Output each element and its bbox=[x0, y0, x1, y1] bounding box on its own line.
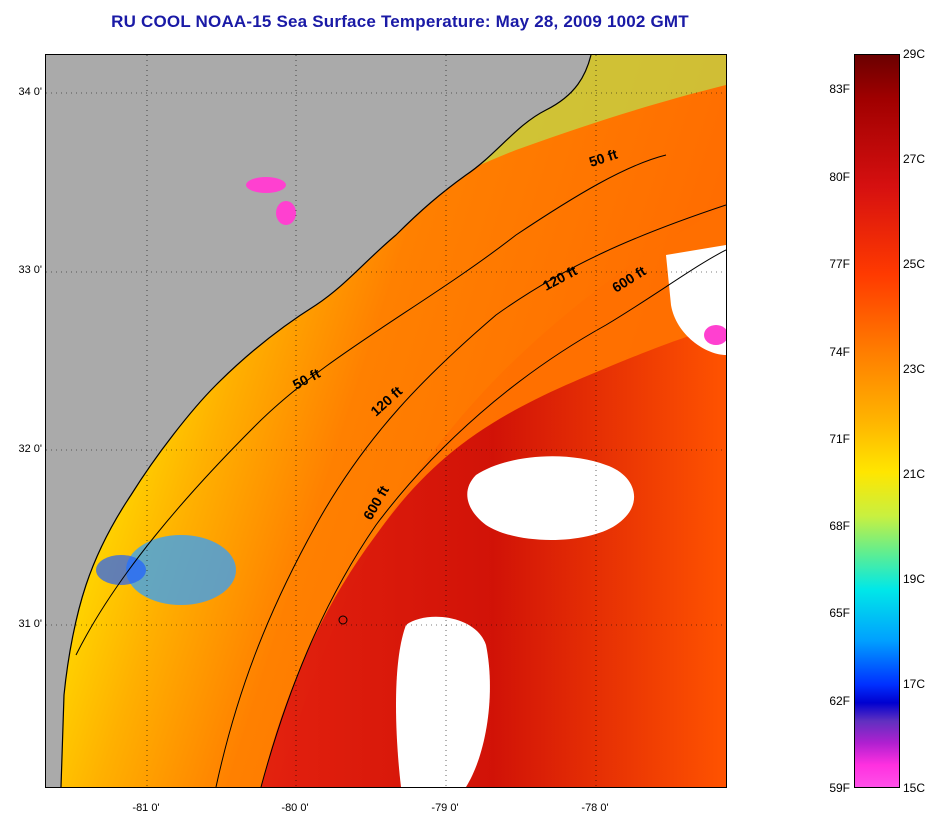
lon-label-81: -81 0' bbox=[132, 802, 160, 814]
lon-label-78: -78 0' bbox=[581, 802, 609, 814]
lat-label-33: 33 0' bbox=[18, 264, 42, 276]
lon-label-80: -80 0' bbox=[281, 802, 309, 814]
colorbar-c-label: 19C bbox=[903, 572, 926, 586]
colorbar-c-label: 15C bbox=[903, 781, 926, 795]
lon-label-79: -79 0' bbox=[431, 802, 459, 814]
colorbar-f-label: 62F bbox=[829, 694, 850, 708]
colorbar-f-label: 65F bbox=[829, 606, 850, 620]
land bbox=[46, 55, 591, 787]
flag-patch-3 bbox=[704, 325, 726, 345]
colorbar-f-label: 80F bbox=[829, 170, 850, 184]
colorbar-c-label: 27C bbox=[903, 152, 926, 166]
sst-map-image: 50 ft 120 ft 600 ft 50 ft 120 ft 600 ft bbox=[46, 55, 726, 787]
contour-600ft bbox=[260, 249, 726, 787]
colorbar-c-label: 17C bbox=[903, 677, 926, 691]
colorbar-f-label: 59F bbox=[829, 781, 850, 795]
colorbar-f-label: 71F bbox=[829, 432, 850, 446]
colorbar bbox=[854, 54, 900, 788]
cloud-mass-south bbox=[396, 616, 490, 787]
page-title: RU COOL NOAA-15 Sea Surface Temperature:… bbox=[111, 12, 689, 31]
colorbar-f-label: 83F bbox=[829, 82, 850, 96]
cloud-mass bbox=[467, 456, 635, 540]
lat-label-34: 34 0' bbox=[18, 86, 42, 98]
contour-120ft bbox=[215, 204, 726, 787]
colorbar-c-label: 21C bbox=[903, 467, 926, 481]
flag-patch-2 bbox=[276, 201, 296, 225]
colorbar-c-label: 25C bbox=[903, 257, 926, 271]
colorbar-f-label: 77F bbox=[829, 257, 850, 271]
lat-label-32: 32 0' bbox=[18, 443, 42, 455]
flag-patch bbox=[246, 177, 286, 193]
colorbar-f-label: 74F bbox=[829, 345, 850, 359]
cool-patch-small bbox=[96, 555, 146, 585]
colorbar-f-label: 68F bbox=[829, 519, 850, 533]
colorbar-c-label: 29C bbox=[903, 47, 926, 61]
buoy-marker bbox=[338, 615, 348, 625]
gulf-stream bbox=[261, 325, 726, 787]
cool-patch bbox=[126, 535, 236, 605]
lat-label-31: 31 0' bbox=[18, 618, 42, 630]
contour-50ft bbox=[75, 154, 667, 656]
colorbar-c-label: 23C bbox=[903, 362, 926, 376]
sst-map: 50 ft 120 ft 600 ft 50 ft 120 ft 600 ft bbox=[45, 54, 727, 788]
coastline bbox=[60, 55, 592, 787]
graticule bbox=[46, 55, 726, 787]
